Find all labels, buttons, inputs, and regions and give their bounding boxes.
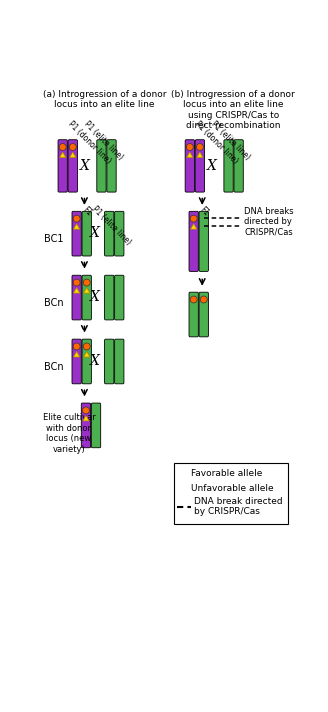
Text: X: X (207, 159, 216, 172)
FancyBboxPatch shape (114, 339, 124, 384)
Circle shape (196, 144, 203, 150)
FancyBboxPatch shape (81, 403, 91, 448)
Text: X: X (90, 290, 100, 304)
Text: DNA break directed
by CRISPR/Cas: DNA break directed by CRISPR/Cas (194, 497, 282, 516)
FancyBboxPatch shape (82, 276, 92, 320)
Circle shape (190, 215, 197, 222)
Circle shape (200, 296, 207, 303)
FancyBboxPatch shape (107, 140, 116, 192)
Text: X: X (90, 354, 100, 368)
FancyBboxPatch shape (105, 276, 114, 320)
FancyBboxPatch shape (97, 140, 106, 192)
Text: Unfavorable allele: Unfavorable allele (191, 484, 274, 493)
Text: F1: F1 (81, 204, 93, 217)
Polygon shape (70, 152, 76, 157)
FancyBboxPatch shape (199, 292, 208, 337)
Text: BC1: BC1 (44, 234, 64, 244)
Text: X: X (79, 159, 89, 172)
Text: DNA breaks
directed by
CRISPR/Cas: DNA breaks directed by CRISPR/Cas (244, 206, 294, 236)
FancyBboxPatch shape (72, 339, 81, 384)
Text: (a) Introgression of a donor
locus into an elite line: (a) Introgression of a donor locus into … (43, 90, 166, 110)
FancyBboxPatch shape (82, 211, 92, 256)
Text: Favorable allele: Favorable allele (191, 469, 263, 478)
FancyBboxPatch shape (82, 339, 92, 384)
FancyBboxPatch shape (72, 211, 81, 256)
Polygon shape (84, 352, 90, 357)
Circle shape (83, 279, 90, 286)
Text: X: X (90, 226, 100, 240)
Circle shape (69, 144, 76, 150)
Text: (b) Introgression of a donor
locus into an elite line
using CRISPR/Cas to
direct: (b) Introgression of a donor locus into … (171, 90, 295, 130)
Text: P1 (elite line): P1 (elite line) (91, 204, 133, 247)
Text: BCn: BCn (44, 362, 64, 372)
FancyBboxPatch shape (68, 140, 77, 192)
Polygon shape (197, 152, 203, 157)
FancyBboxPatch shape (105, 339, 114, 384)
Text: P1 (donor line): P1 (donor line) (67, 119, 113, 165)
Polygon shape (73, 288, 80, 293)
FancyBboxPatch shape (234, 140, 243, 192)
Circle shape (186, 144, 193, 150)
FancyBboxPatch shape (189, 211, 198, 271)
FancyBboxPatch shape (199, 211, 208, 271)
FancyBboxPatch shape (224, 140, 233, 192)
Circle shape (73, 279, 80, 286)
Polygon shape (60, 152, 66, 157)
FancyBboxPatch shape (72, 276, 81, 320)
Polygon shape (187, 152, 193, 157)
Circle shape (179, 470, 187, 477)
Text: BCn: BCn (44, 298, 64, 308)
Circle shape (83, 343, 90, 350)
Polygon shape (180, 486, 186, 491)
Circle shape (73, 343, 80, 350)
Polygon shape (84, 288, 90, 293)
FancyBboxPatch shape (92, 403, 101, 448)
Text: Elite cultivar
with donor
locus (new
variety): Elite cultivar with donor locus (new var… (43, 414, 95, 454)
Polygon shape (73, 224, 80, 229)
Circle shape (59, 144, 66, 150)
FancyBboxPatch shape (58, 140, 67, 192)
FancyBboxPatch shape (114, 211, 124, 256)
Polygon shape (83, 415, 89, 421)
FancyBboxPatch shape (114, 276, 124, 320)
Text: P1 (elite line): P1 (elite line) (209, 119, 252, 162)
Circle shape (82, 407, 90, 414)
Circle shape (73, 215, 80, 222)
Polygon shape (191, 224, 197, 229)
FancyBboxPatch shape (185, 140, 195, 192)
Polygon shape (73, 352, 80, 357)
Text: P1 (elite line): P1 (elite line) (82, 119, 125, 162)
FancyBboxPatch shape (105, 211, 114, 256)
Bar (174, 463, 288, 524)
FancyBboxPatch shape (189, 292, 198, 337)
Text: P1 (donor line): P1 (donor line) (194, 119, 240, 165)
FancyBboxPatch shape (195, 140, 205, 192)
Text: F1: F1 (197, 204, 210, 217)
Circle shape (190, 296, 197, 303)
